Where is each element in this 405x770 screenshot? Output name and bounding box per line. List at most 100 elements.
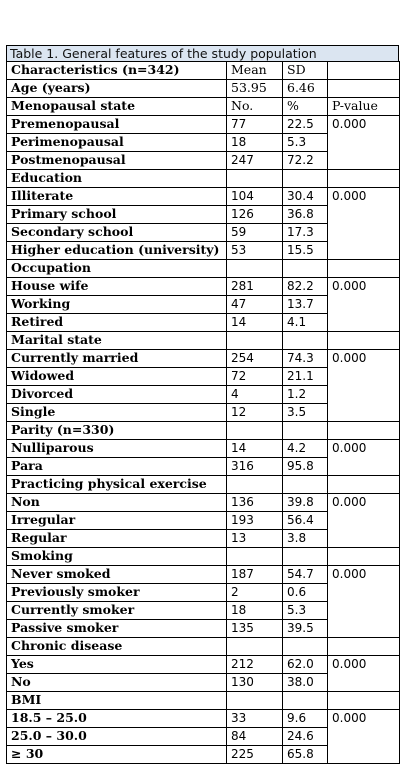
section-header-row: Parity (n=330) <box>6 421 400 440</box>
row-count: 316 <box>226 457 283 476</box>
table-row: Perimenopausal 18 5.3 <box>6 133 400 152</box>
row-percent: 24.6 <box>282 727 328 746</box>
row-percent: 5.3 <box>282 601 328 620</box>
section-header-percent <box>282 169 328 188</box>
table-row: Previously smoker 2 0.6 <box>6 583 400 602</box>
row-label: Higher education (university) <box>6 241 227 260</box>
row-count: 126 <box>226 205 283 224</box>
row-label: Widowed <box>6 367 227 386</box>
section-header-no <box>226 547 283 566</box>
p-value: 0.000 <box>327 277 400 332</box>
row-count: 135 <box>226 619 283 638</box>
row-label: ≥ 30 <box>6 745 227 764</box>
row-percent: 13.7 <box>282 295 328 314</box>
header-mean: Mean <box>226 61 283 80</box>
row-percent: 39.8 <box>282 493 328 512</box>
section-title: BMI <box>6 691 227 710</box>
section-header-row: Chronic disease <box>6 637 400 656</box>
row-percent: 3.8 <box>282 529 328 548</box>
table-row: Passive smoker 135 39.5 <box>6 619 400 638</box>
table-row: Non 136 39.8 0.000 <box>6 493 400 548</box>
row-label: Illiterate <box>6 187 227 206</box>
row-label: Working <box>6 295 227 314</box>
header-characteristics: Characteristics (n=342) <box>6 61 227 80</box>
section-header-no <box>226 637 283 656</box>
row-label: 25.0 – 30.0 <box>6 727 227 746</box>
row-percent: 21.1 <box>282 367 328 386</box>
row-percent: 4.2 <box>282 439 328 458</box>
section-header-percent <box>282 691 328 710</box>
table-row: Irregular 193 56.4 <box>6 511 400 530</box>
row-count: 136 <box>226 493 283 512</box>
row-label: Never smoked <box>6 565 227 584</box>
table-row: Postmenopausal 247 72.2 <box>6 151 400 170</box>
age-sd: 6.46 <box>282 79 328 98</box>
row-count: 281 <box>226 277 283 296</box>
section-header-no <box>226 691 283 710</box>
row-count: 72 <box>226 367 283 386</box>
row-percent: 1.2 <box>282 385 328 404</box>
row-percent: 65.8 <box>282 745 328 764</box>
row-label: No <box>6 673 227 692</box>
section-header-pvalue <box>327 259 400 278</box>
table-row: Working 47 13.7 <box>6 295 400 314</box>
row-percent: 5.3 <box>282 133 328 152</box>
section-header-no <box>226 169 283 188</box>
table-row: Widowed 72 21.1 <box>6 367 400 386</box>
section-title: Practicing physical exercise <box>6 475 227 494</box>
header-empty <box>327 61 400 80</box>
row-count: 13 <box>226 529 283 548</box>
row-count: 187 <box>226 565 283 584</box>
row-count: 12 <box>226 403 283 422</box>
section-header-no <box>226 259 283 278</box>
p-value: 0.000 <box>327 439 400 476</box>
p-value: 0.000 <box>327 187 400 260</box>
table-row: Premenopausal 77 22.5 0.000 <box>6 115 400 170</box>
section-header-pvalue <box>327 547 400 566</box>
table-row: Divorced 4 1.2 <box>6 385 400 404</box>
row-percent: 15.5 <box>282 241 328 260</box>
row-count: 14 <box>226 313 283 332</box>
row-percent: 56.4 <box>282 511 328 530</box>
row-percent: 38.0 <box>282 673 328 692</box>
section-header-row: Practicing physical exercise <box>6 475 400 494</box>
row-percent: 54.7 <box>282 565 328 584</box>
features-table: Characteristics (n=342) Mean SD Age (yea… <box>6 61 400 764</box>
row-count: 4 <box>226 385 283 404</box>
row-count: 2 <box>226 583 283 602</box>
section-title: Education <box>6 169 227 188</box>
row-count: 77 <box>226 115 283 134</box>
header-sd: SD <box>282 61 328 80</box>
table-row: Illiterate 104 30.4 0.000 <box>6 187 400 260</box>
table-row: Never smoked 187 54.7 0.000 <box>6 565 400 638</box>
row-label: House wife <box>6 277 227 296</box>
section-header-percent <box>282 421 328 440</box>
section-header-percent: % <box>282 97 328 116</box>
row-label: Non <box>6 493 227 512</box>
row-label: Divorced <box>6 385 227 404</box>
row-label: 18.5 – 25.0 <box>6 709 227 728</box>
row-label: Single <box>6 403 227 422</box>
row-label: Para <box>6 457 227 476</box>
age-label: Age (years) <box>6 79 227 98</box>
section-title: Parity (n=330) <box>6 421 227 440</box>
section-header-no <box>226 421 283 440</box>
row-percent: 9.6 <box>282 709 328 728</box>
section-header-percent <box>282 475 328 494</box>
row-count: 53 <box>226 241 283 260</box>
row-count: 14 <box>226 439 283 458</box>
table-row: Currently married 254 74.3 0.000 <box>6 349 400 422</box>
row-count: 104 <box>226 187 283 206</box>
section-title: Chronic disease <box>6 637 227 656</box>
header-row: Characteristics (n=342) Mean SD <box>6 61 400 80</box>
row-count: 193 <box>226 511 283 530</box>
row-label: Secondary school <box>6 223 227 242</box>
row-percent: 3.5 <box>282 403 328 422</box>
row-label: Passive smoker <box>6 619 227 638</box>
table-row: Regular 13 3.8 <box>6 529 400 548</box>
row-count: 84 <box>226 727 283 746</box>
row-count: 254 <box>226 349 283 368</box>
row-count: 130 <box>226 673 283 692</box>
row-label: Currently smoker <box>6 601 227 620</box>
table-row: House wife 281 82.2 0.000 <box>6 277 400 332</box>
